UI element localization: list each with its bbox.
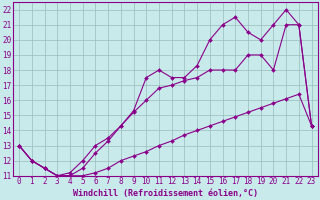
X-axis label: Windchill (Refroidissement éolien,°C): Windchill (Refroidissement éolien,°C)	[73, 189, 258, 198]
